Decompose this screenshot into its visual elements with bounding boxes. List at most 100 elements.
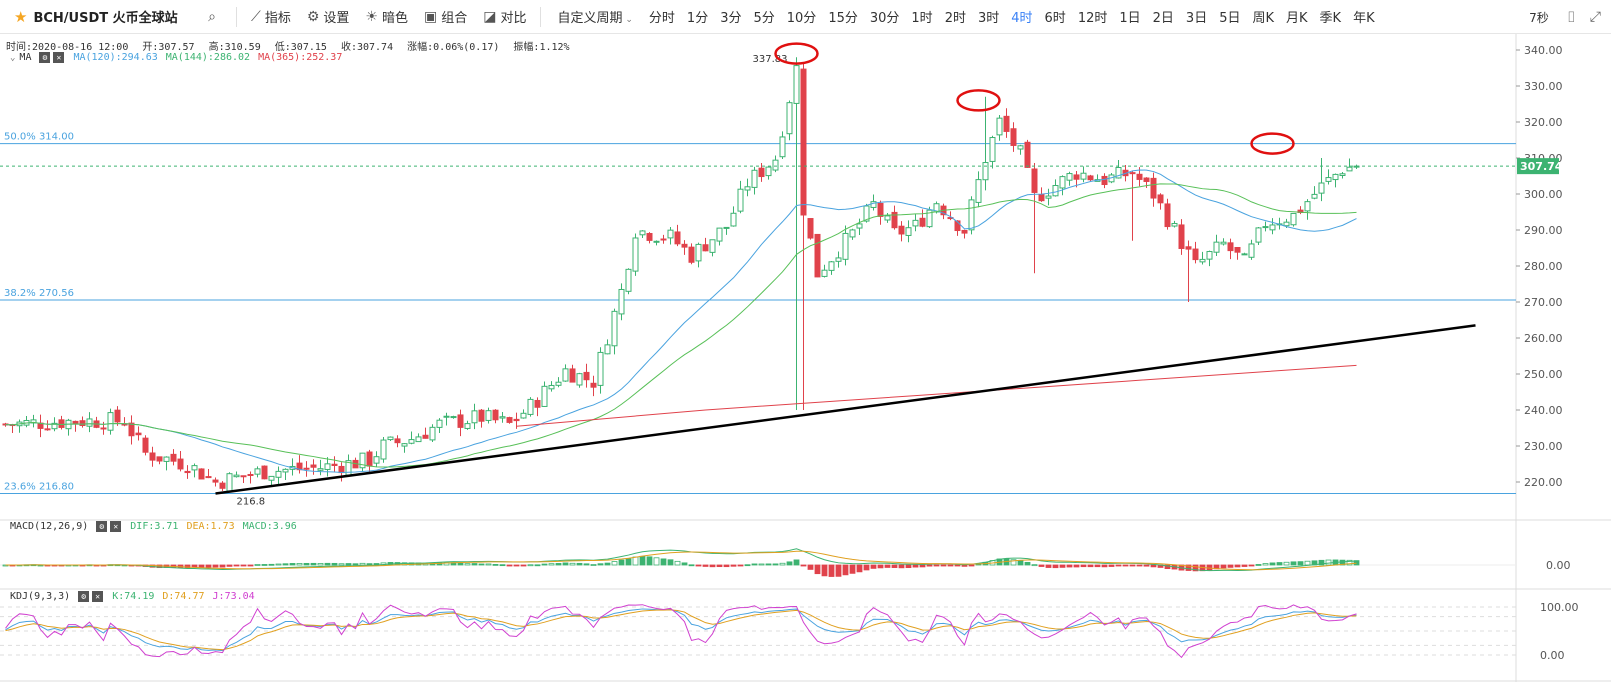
- macd-bar: [786, 561, 793, 566]
- settings-button[interactable]: ⚙ 设置: [299, 7, 358, 27]
- camera-icon[interactable]: ⌷: [1566, 8, 1576, 26]
- candle-body: [149, 452, 156, 461]
- period-tab[interactable]: 月K: [1286, 11, 1308, 26]
- candle-body: [478, 409, 485, 422]
- macd-bar: [688, 564, 695, 567]
- period-tab[interactable]: 2日: [1152, 11, 1174, 26]
- kdj-d-value: D:74.77: [162, 591, 205, 602]
- period-tab[interactable]: 30分: [869, 11, 900, 26]
- symbol-selector[interactable]: ★ BCH/USDT 火币全球站: [0, 7, 200, 27]
- candle-body: [1213, 241, 1220, 253]
- macd-bar: [1304, 560, 1311, 566]
- compare-button[interactable]: ◪ 对比: [475, 7, 534, 27]
- candle-body: [366, 451, 373, 467]
- search-icon[interactable]: ⌕: [208, 8, 216, 25]
- theme-button[interactable]: ☀ 暗色: [357, 7, 416, 27]
- macd-bar: [184, 564, 191, 569]
- indicator-close-icon[interactable]: ✕: [92, 591, 104, 602]
- candle-body: [807, 218, 814, 239]
- macd-bar: [226, 564, 233, 567]
- candle-body: [898, 225, 905, 235]
- macd-hist-value: MACD:3.96: [242, 521, 297, 532]
- indicator-icon: ⟋: [251, 8, 261, 25]
- macd-bar: [506, 564, 513, 567]
- macd-bar: [849, 564, 856, 574]
- period-tab[interactable]: 15分: [828, 11, 858, 26]
- ohlc-amplitude: 振幅:1.12%: [513, 42, 570, 53]
- period-tab[interactable]: 3日: [1185, 11, 1208, 26]
- kdj-axis-label: 0.00: [1540, 649, 1565, 662]
- period-tab[interactable]: 5分: [753, 11, 775, 26]
- candle-body: [1143, 177, 1150, 182]
- candle-body: [611, 310, 618, 347]
- candle-body: [982, 162, 989, 181]
- period-tab[interactable]: 3分: [720, 11, 742, 26]
- indicator-close-icon[interactable]: ✕: [53, 52, 65, 63]
- period-tab[interactable]: 季K: [1319, 11, 1342, 26]
- candle-body: [744, 186, 751, 191]
- candle-body: [618, 288, 625, 315]
- candle-body: [156, 456, 163, 462]
- period-tab[interactable]: 1分: [686, 11, 709, 26]
- combo-label: 组合: [441, 11, 468, 26]
- macd-bar: [268, 563, 275, 566]
- period-tab[interactable]: 1日: [1119, 11, 1141, 26]
- candle-body: [373, 456, 380, 464]
- macd-bar: [261, 564, 268, 566]
- price-tick-label: 290.00: [1524, 224, 1563, 237]
- candle-body: [1318, 182, 1325, 194]
- period-tab[interactable]: 10分: [786, 11, 817, 26]
- highlight-circle: [1250, 132, 1295, 155]
- macd-bar: [744, 564, 751, 567]
- collapse-chevron-icon[interactable]: ⌄: [10, 52, 16, 63]
- macd-bar: [310, 562, 317, 566]
- macd-bar: [1318, 559, 1325, 566]
- macd-bar: [968, 564, 975, 567]
- candle-body: [954, 220, 961, 232]
- candle-body: [597, 351, 604, 386]
- period-tab[interactable]: 4时: [1011, 11, 1033, 26]
- macd-bar: [471, 563, 478, 566]
- macd-bar: [1101, 564, 1108, 568]
- period-tab[interactable]: 5日: [1219, 11, 1241, 26]
- macd-bar: [1045, 564, 1052, 568]
- candle-body: [989, 137, 996, 162]
- period-tab[interactable]: 12时: [1077, 11, 1108, 26]
- candle-body: [247, 474, 254, 477]
- macd-dea-value: DEA:1.73: [186, 521, 235, 532]
- indicator-settings-icon[interactable]: ⚙: [96, 521, 108, 532]
- macd-bar: [1297, 561, 1304, 566]
- kdj-legend: KDJ(9,3,3) ⚙ ✕ K:74.19 D:74.77 J:73.04: [10, 591, 263, 602]
- combo-button[interactable]: ▣ 组合: [416, 7, 475, 27]
- period-tab[interactable]: 3时: [977, 11, 1000, 26]
- indicator-settings-icon[interactable]: ⚙: [39, 52, 51, 63]
- period-tab[interactable]: 分时: [648, 11, 675, 26]
- macd-bar: [702, 564, 709, 567]
- macd-bar: [821, 564, 828, 577]
- indicator-close-icon[interactable]: ✕: [110, 521, 122, 532]
- candle-body: [457, 414, 464, 428]
- custom-period-dropdown[interactable]: 自定义周期 ⌄: [547, 7, 642, 26]
- macd-bar: [1269, 562, 1276, 566]
- macd-bar: [625, 558, 632, 566]
- fib-level-label: 38.2% 270.56: [4, 288, 74, 299]
- candle-body: [996, 117, 1003, 136]
- candle-body: [835, 257, 842, 262]
- indicator-settings-icon[interactable]: ⚙: [78, 591, 90, 602]
- favorite-star-icon[interactable]: ★: [14, 7, 28, 26]
- chart-canvas[interactable]: 340.00330.00320.00310.00300.00290.00280.…: [0, 34, 1611, 682]
- layout-icon: ▣: [423, 8, 438, 25]
- period-tab[interactable]: 1时: [911, 11, 933, 26]
- candle-body: [499, 416, 506, 419]
- period-tab[interactable]: 年K: [1353, 11, 1375, 26]
- candle-body: [359, 452, 366, 469]
- period-tab[interactable]: 6时: [1044, 11, 1066, 26]
- indicator-button[interactable]: ⟋ 指标: [243, 7, 299, 27]
- macd-bar: [1241, 564, 1248, 567]
- candle-body: [163, 456, 170, 462]
- candle-body: [177, 458, 184, 470]
- expand-icon[interactable]: ⤢: [1589, 9, 1601, 25]
- candle-body: [534, 399, 541, 408]
- period-tab[interactable]: 2时: [944, 11, 966, 26]
- period-tab[interactable]: 周K: [1252, 11, 1275, 26]
